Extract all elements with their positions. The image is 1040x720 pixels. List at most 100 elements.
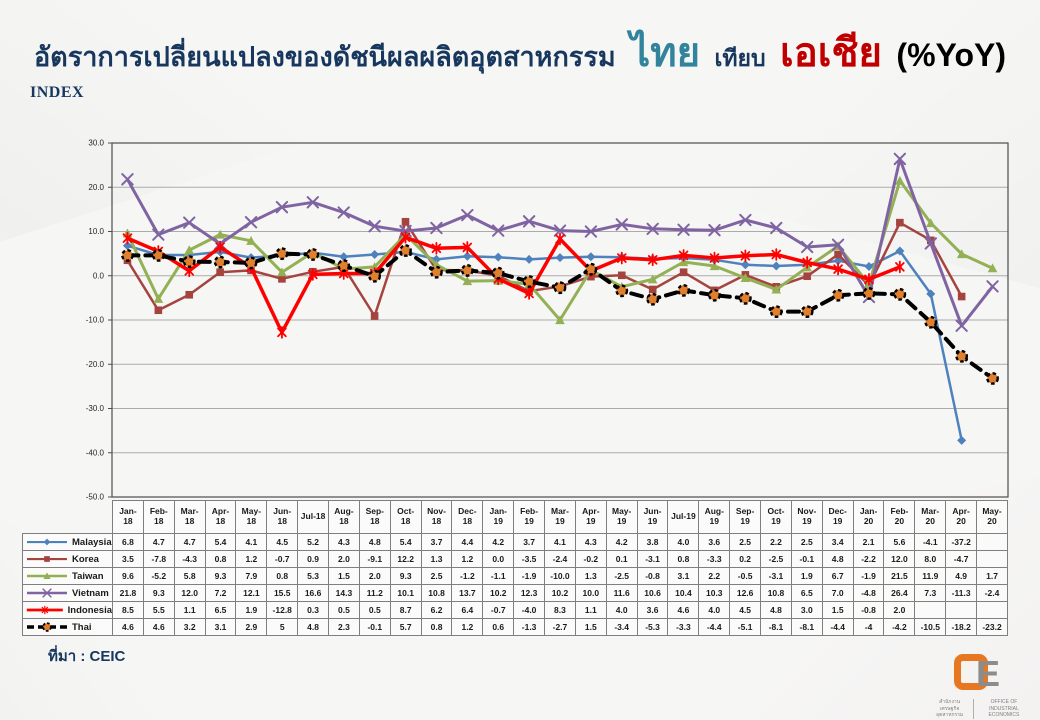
series-legend-cell: Korea: [22, 550, 113, 568]
table-cell: -4.4: [821, 618, 854, 636]
table-row: Malaysia 6.8 4.7 4.7 5.4 4.1 4.5 5.2 4.3 4.8 5.4 3.…: [22, 533, 1008, 551]
table-cell: -3.5: [513, 550, 546, 568]
column-header: May- 18: [235, 500, 268, 534]
table-cell: 1.3: [574, 567, 607, 585]
svg-text:-30.0: -30.0: [86, 404, 105, 413]
table-cell: 9.6: [112, 567, 144, 585]
table-cell: 4.0: [698, 601, 731, 619]
oie-org-thai: สำนักงานเศรษฐกิจอุตสาหกรรม: [936, 699, 964, 718]
table-cell: 1.5: [821, 601, 854, 619]
table-cell: -4.8: [852, 584, 885, 602]
table-cell: 4.7: [142, 533, 175, 551]
table-cell: 2.5: [729, 533, 762, 551]
table-cell: [914, 601, 947, 619]
column-header: Apr- 18: [204, 500, 237, 534]
table-cell: 4.2: [482, 533, 515, 551]
table-cell: -2.4: [544, 550, 576, 568]
table-cell: 10.1: [389, 584, 422, 602]
table-cell: 4.6: [142, 618, 175, 636]
table-cell: 12.1: [235, 584, 268, 602]
table-cell: -0.1: [358, 618, 391, 636]
table-cell: 13.7: [451, 584, 484, 602]
series-label: Indonesia: [67, 604, 112, 616]
table-cell: 1.3: [420, 550, 453, 568]
table-cell: 4.3: [328, 533, 360, 551]
y-axis-tick-labels: 30.0 20.0 10.0 0.0 -10.0 -20.0 -30.0 -40.0 -50.0: [86, 139, 105, 502]
table-cell: 3.7: [513, 533, 546, 551]
table-cell: -0.1: [790, 550, 823, 568]
column-header: Mar- 20: [914, 500, 947, 534]
table-cell: 21.8: [112, 584, 144, 602]
table-cell: 11.2: [358, 584, 391, 602]
column-header: Jan- 18: [112, 500, 144, 534]
table-cell: 12.3: [513, 584, 546, 602]
table-cell: 4.4: [451, 533, 484, 551]
table-cell: -3.3: [698, 550, 731, 568]
series-indonesia: [122, 230, 905, 339]
table-cell: 0.3: [297, 601, 330, 619]
table-cell: 4.0: [605, 601, 638, 619]
title-compare: เทียบ: [714, 45, 766, 71]
table-cell: -8.1: [790, 618, 823, 636]
table-row: Vietnam 21.8 9.3 12.0 7.2 12.1 15.5 16.6 14.3 11.…: [22, 584, 1008, 602]
table-cell: 12.0: [173, 584, 206, 602]
table-cell: 10.8: [420, 584, 453, 602]
oie-logo: E สำนักงานเศรษฐกิจอุตสาหกรรม OFFICE OF I…: [930, 652, 1030, 719]
table-cell: -0.2: [574, 550, 607, 568]
column-header: Sep- 19: [729, 500, 762, 534]
table-cell: 10.2: [482, 584, 515, 602]
column-header: Nov- 18: [420, 500, 453, 534]
table-cell: 4.1: [544, 533, 576, 551]
table-cell: 10.2: [544, 584, 576, 602]
table-cell: -3.4: [605, 618, 638, 636]
table-cell: -0.8: [852, 601, 885, 619]
oie-logo-e-icon: E: [976, 653, 1001, 694]
table-cell: 11.9: [914, 567, 947, 585]
table-cell: -1.9: [513, 567, 546, 585]
table-cell: 2.9: [235, 618, 268, 636]
table-cell: 4.8: [760, 601, 792, 619]
legend-line-sample-icon: [27, 538, 67, 546]
table-cell: 7.0: [821, 584, 854, 602]
column-header: Jun- 18: [266, 500, 299, 534]
table-cell: -2.7: [544, 618, 576, 636]
table-cell: 4.9: [945, 567, 978, 585]
oie-logo-mark: E: [930, 652, 1030, 696]
table-cell: 12.0: [883, 550, 916, 568]
legend-line-sample-icon: [26, 605, 63, 615]
table-cell: 5: [266, 618, 299, 636]
series-label: Taiwan: [72, 570, 104, 582]
column-header: Mar- 18: [173, 500, 206, 534]
table-cell: 6.8: [112, 533, 144, 551]
table-cell: 4.2: [605, 533, 638, 551]
series-legend-cell: Thai: [22, 618, 113, 636]
table-cell: 2.5: [790, 533, 823, 551]
table-cell: 0.0: [482, 550, 515, 568]
table-cell: 26.4: [883, 584, 916, 602]
series-thai: [121, 244, 999, 385]
table-cell: 6.2: [420, 601, 453, 619]
table-cell: 0.2: [729, 550, 762, 568]
table-cell: 5.4: [204, 533, 237, 551]
table-cell: 11.6: [605, 584, 638, 602]
table-cell: 2.1: [852, 533, 885, 551]
series-legend-cell: Malaysia: [22, 533, 113, 551]
series-vietnam: [121, 152, 999, 332]
table-header-row: Jan- 18 Feb- 18 Mar- 18 Apr- 18 May- 18 Jun- 18 Jul-…: [23, 500, 1008, 534]
column-header: Aug- 19: [698, 500, 731, 534]
chart-canvas: 30.0 20.0 10.0 0.0 -10.0 -20.0 -30.0 -40.0 -50.0: [86, 139, 1009, 502]
table-row: Taiwan 9.6 -5.2 5.8 9.3 7.9 0.8 5.3 1.5 2.0 9.3 2.5…: [22, 567, 1008, 585]
table-row: Thai 4.6 4.6 3.2 3.1 2.9 5 4.8 2.3 -0.1 5.7 0.8 1.2 0…: [22, 618, 1008, 636]
svg-text:0.0: 0.0: [93, 271, 105, 280]
table-cell: -10.0: [544, 567, 576, 585]
table-cell: 1.1: [173, 601, 206, 619]
table-cell: -1.1: [482, 567, 515, 585]
series-label: Vietnam: [72, 587, 109, 599]
table-cell: -4.4: [698, 618, 731, 636]
table-cell: 4.6: [112, 618, 144, 636]
logo-caption-divider: [973, 699, 974, 719]
table-cell: 14.3: [328, 584, 360, 602]
page-title: อัตราการเปลี่ยนแปลงของดัชนีผลผลิตอุตสาหก…: [0, 20, 1040, 84]
series-label: Thai: [72, 621, 92, 633]
